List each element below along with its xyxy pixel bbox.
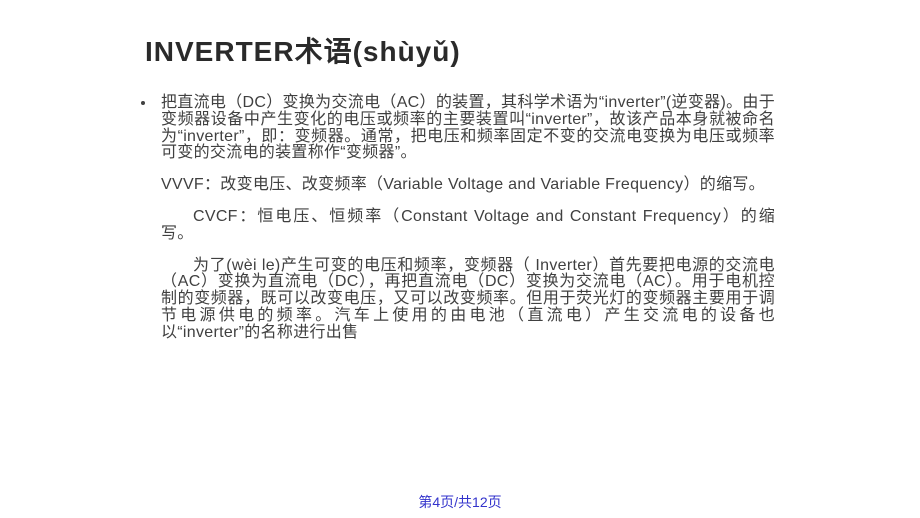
slide-container: INVERTER术语(shùyǔ) 把直流电（DC）变换为交流电（AC）的装置，… bbox=[0, 0, 920, 342]
paragraph-2: VVVF：改变电压、改变频率（Variable Voltage and Vari… bbox=[161, 177, 775, 194]
bullet-icon bbox=[141, 101, 145, 105]
page-footer: 第4页/共12页 bbox=[0, 492, 920, 512]
paragraph-4: 为了(wèi le)产生可变的电压和频率，变频器（ Inverter）首先要把电… bbox=[161, 258, 775, 342]
paragraph-1: 把直流电（DC）变换为交流电（AC）的装置，其科学术语为“inverter”(逆… bbox=[161, 95, 775, 162]
content-area: 把直流电（DC）变换为交流电（AC）的装置，其科学术语为“inverter”(逆… bbox=[145, 95, 775, 342]
paragraph-3: CVCF：恒电压、恒频率（Constant Voltage and Consta… bbox=[161, 209, 775, 243]
slide-title: INVERTER术语(shùyǔ) bbox=[145, 30, 775, 70]
